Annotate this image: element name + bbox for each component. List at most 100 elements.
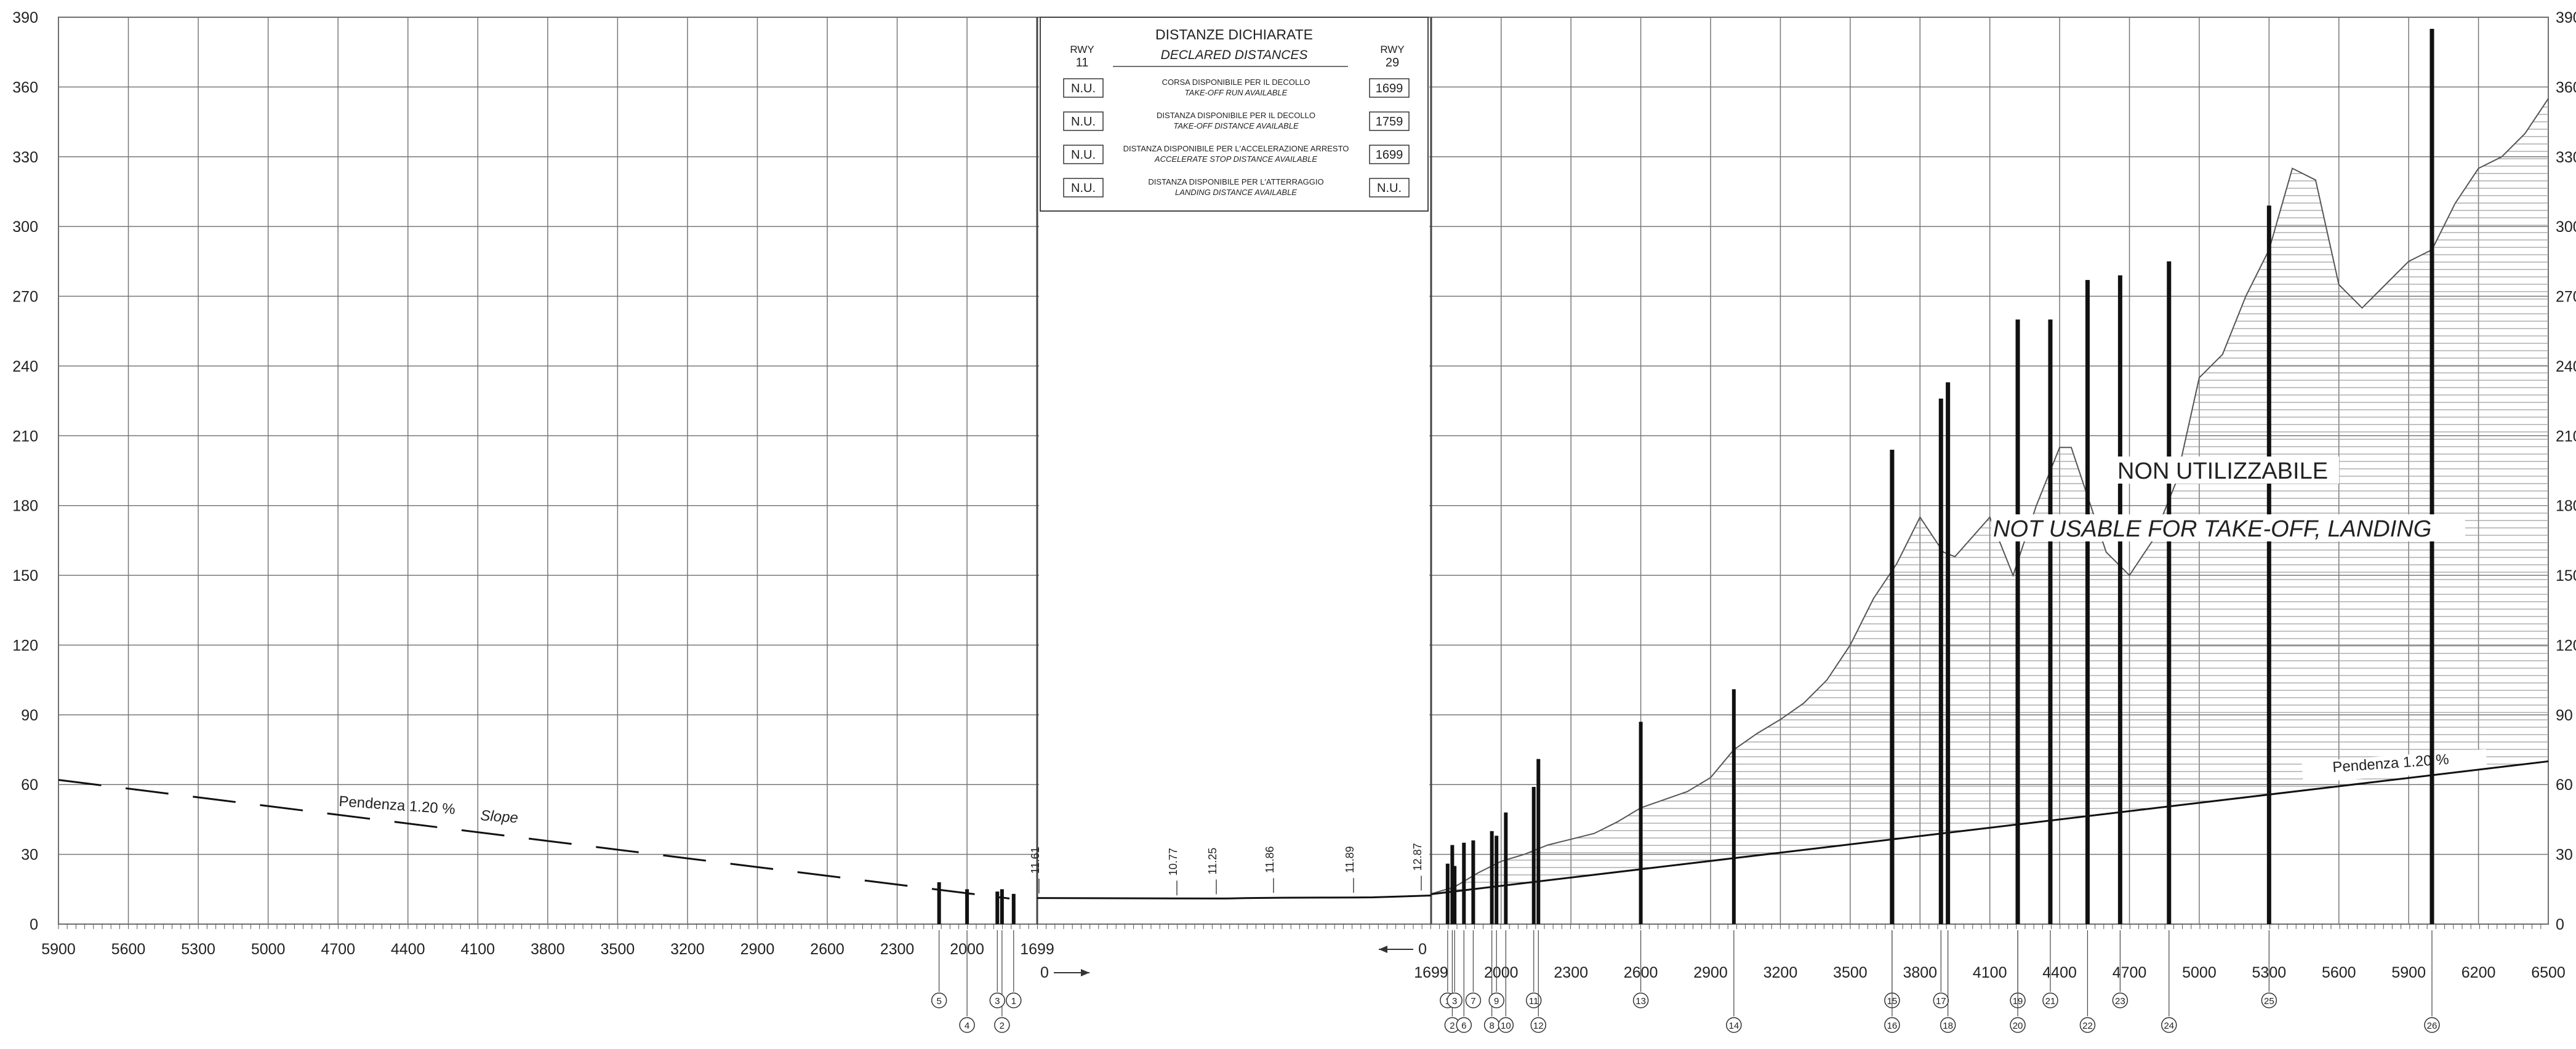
y-tick-label-right: 240 xyxy=(2556,358,2576,375)
x-tick-label-left: 5900 xyxy=(41,941,76,958)
x-tick-label-left: 5000 xyxy=(251,941,286,958)
y-tick-label-right: 0 xyxy=(2556,916,2564,933)
obstacle-id-right: 25 xyxy=(2264,996,2274,1007)
obstacle-bar-left xyxy=(965,889,969,924)
non-usable-label-bg xyxy=(2105,457,2339,484)
obstacle-bar-right xyxy=(2266,205,2271,925)
value-box-right xyxy=(1369,145,1410,164)
elev-label: 12.87 xyxy=(1411,843,1424,871)
row-label-en: TAKE-OFF RUN AVAILABLE xyxy=(1185,88,1288,97)
x-tick-label-right: 2900 xyxy=(1693,964,1728,981)
obstacles: 1234512367891011121314151617181920212223… xyxy=(931,28,2440,1033)
obstacle-id-right: 12 xyxy=(1533,1021,1544,1031)
obstacle-id-right: 16 xyxy=(1887,1021,1898,1031)
x-tick-label-right: 4700 xyxy=(2113,964,2147,981)
zero-marker-left: 0 xyxy=(1040,964,1049,981)
x-tick-label-left: 4100 xyxy=(460,941,495,958)
obstacle-marker xyxy=(1456,1017,1472,1033)
obstacle-bar-right xyxy=(2430,28,2434,924)
obstacle-id-right: 24 xyxy=(2164,1021,2174,1031)
obstacle-id-right: 8 xyxy=(1489,1021,1494,1031)
x-tick-label-right: 1699 xyxy=(1414,964,1448,981)
obstacle-marker xyxy=(2161,1017,2177,1033)
y-tick-label: 150 xyxy=(12,567,38,584)
y-tick-label: 390 xyxy=(12,9,38,26)
y-tick-label-right: 360 xyxy=(2556,79,2576,96)
obstacle-bar-right xyxy=(2015,533,2020,924)
y-tick-label: 180 xyxy=(12,498,38,515)
obstacle-id-right: 6 xyxy=(1461,1021,1466,1031)
value-right: 1699 xyxy=(1376,148,1403,162)
x-tick-label-left: 2900 xyxy=(740,941,775,958)
slope-left-label-en: Slope xyxy=(480,807,519,826)
obstacle-id-right: 20 xyxy=(2013,1021,2023,1031)
x-tick-label-left: 1699 xyxy=(1020,941,1054,958)
obstacle-bar-right xyxy=(1450,845,1455,924)
value-right: 1699 xyxy=(1376,82,1403,95)
y-tick-label-right: 90 xyxy=(2556,707,2573,724)
obstacle-id-right: 17 xyxy=(1936,996,1946,1007)
obstacle-bar-right xyxy=(1453,866,1457,924)
obstacle-marker xyxy=(1525,992,1542,1008)
obstacle-marker xyxy=(959,1017,975,1033)
obstacle-marker xyxy=(2079,1017,2096,1033)
x-tick-label-left: 4400 xyxy=(391,941,425,958)
y-tick-label: 270 xyxy=(12,289,38,306)
obstacle-bar-right xyxy=(1504,812,1508,924)
x-tick-label-right: 3800 xyxy=(1903,964,1937,981)
obstacle-marker xyxy=(1933,992,1949,1008)
obstacle-id-right: 18 xyxy=(1943,1021,1953,1031)
row-label-en: LANDING DISTANCE AVAILABLE xyxy=(1175,188,1297,197)
y-tick-label-right: 300 xyxy=(2556,218,2576,236)
obstacle-marker xyxy=(994,1017,1010,1033)
y-tick-label-right: 270 xyxy=(2556,289,2576,306)
y-tick-label: 240 xyxy=(12,358,38,375)
non-usable-label-en: NOT USABLE FOR TAKE-OFF, LANDING xyxy=(1993,516,2431,542)
y-tick-label-right: 210 xyxy=(2556,428,2576,445)
runway-surface xyxy=(1037,895,1432,900)
obstacle-bar-right xyxy=(1531,787,1536,924)
obstacle-bar-right xyxy=(1471,840,1475,924)
x-tick-label-right: 3200 xyxy=(1763,964,1798,981)
obstacle-marker xyxy=(2424,1017,2440,1033)
slope-right-line xyxy=(1430,760,2549,895)
obstacle-bar-right xyxy=(1445,863,1450,924)
non-usable-label-it: NON UTILIZZABILE xyxy=(2117,458,2328,484)
obstacle-bar-right xyxy=(1938,398,1943,924)
obstacle-bar-left xyxy=(1000,889,1004,924)
value-box-left xyxy=(1063,178,1104,197)
y-tick-label: 0 xyxy=(30,916,38,933)
value-box-left xyxy=(1063,145,1104,164)
obstacle-id-right: 14 xyxy=(1728,1021,1739,1031)
row-label-it: DISTANZA DISPONIBILE PER L'ACCELERAZIONE… xyxy=(1123,144,1349,153)
y-tick-label: 360 xyxy=(12,79,38,96)
obstacle-id-right: 11 xyxy=(1529,996,1539,1007)
table-subtitle: DECLARED DISTANCES xyxy=(1161,48,1308,62)
obstacle-id-right: 23 xyxy=(2115,996,2125,1007)
y-tick-label: 60 xyxy=(21,776,38,794)
rwy-left-label: RWY xyxy=(1070,44,1094,55)
value-left: N.U. xyxy=(1071,82,1096,95)
obstacle-id-right: 7 xyxy=(1471,996,1475,1007)
y-tick-label: 330 xyxy=(12,149,38,166)
obstacle-id-left: 1 xyxy=(1011,996,1016,1007)
x-tick-label-right: 2000 xyxy=(1484,964,1519,981)
x-tick-label-left: 4700 xyxy=(321,941,355,958)
obstacle-id-right: 26 xyxy=(2427,1021,2438,1031)
obstacle-marker xyxy=(931,992,947,1008)
x-tick-label-right: 5600 xyxy=(2322,964,2356,981)
obstacle-id-right: 2 xyxy=(1450,1021,1455,1031)
x-tick-label-left: 2600 xyxy=(810,941,845,958)
obstacle-id-right: 3 xyxy=(1452,996,1457,1007)
obstacle-marker xyxy=(1530,1017,1547,1033)
table-frame xyxy=(1040,17,1429,212)
x-tick-label-right: 6500 xyxy=(2531,964,2566,981)
obstacle-bar-right xyxy=(2117,275,2122,924)
arrow-left-head xyxy=(1379,946,1387,953)
obstacle-marker xyxy=(2010,1017,2026,1033)
obstacle-bar-right xyxy=(1495,836,1499,924)
value-left: N.U. xyxy=(1071,148,1096,162)
table-title: DISTANZE DICHIARATE xyxy=(1155,26,1313,42)
axes: 0 0 30 30 60 60 90 90 120 120 150 150 180 180 210 210 24… xyxy=(12,9,2576,981)
elev-label: 11.86 xyxy=(1264,846,1276,873)
